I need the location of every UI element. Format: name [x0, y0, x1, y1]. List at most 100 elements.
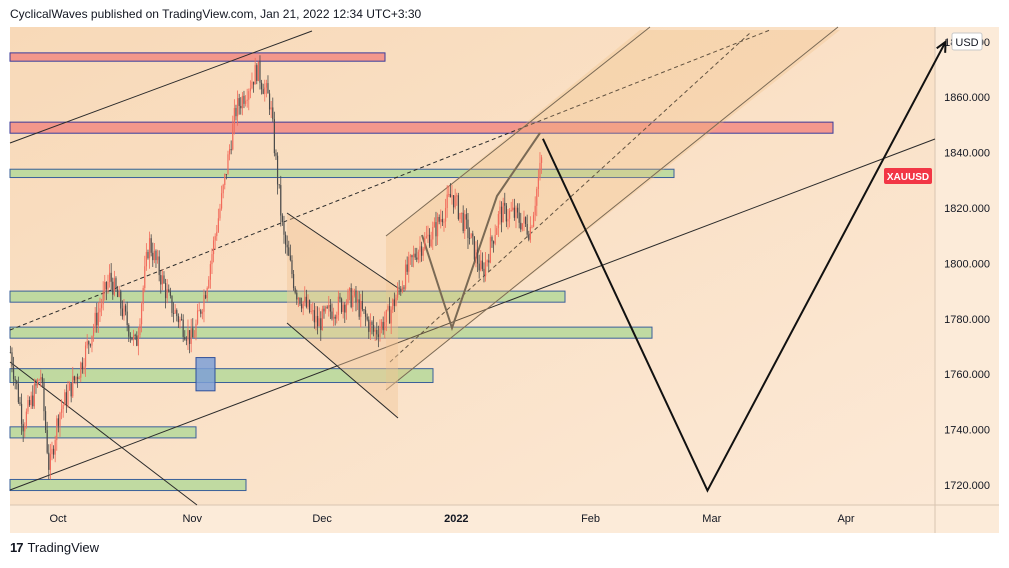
candle — [422, 246, 424, 262]
candle — [420, 241, 423, 262]
candle — [46, 421, 48, 455]
candle — [390, 306, 392, 335]
candle — [436, 212, 439, 245]
candle — [88, 340, 90, 355]
candle — [480, 249, 482, 272]
candle — [209, 260, 211, 289]
candle — [444, 198, 447, 228]
tradingview-brand: TradingView — [27, 540, 100, 555]
candle — [350, 283, 352, 309]
candle — [129, 332, 131, 343]
price-axis-background — [935, 27, 999, 505]
price-tick-label: 1820.000 — [944, 203, 990, 215]
candle — [448, 185, 450, 198]
candle — [248, 88, 250, 111]
candle — [192, 318, 194, 338]
falling-channel-fill — [287, 213, 398, 418]
candle — [200, 308, 202, 318]
candle — [417, 249, 419, 264]
candle — [206, 286, 208, 302]
candle — [265, 79, 267, 98]
candle — [425, 225, 427, 239]
candle — [348, 287, 351, 301]
channel-upper-line — [9, 30, 313, 144]
candle — [51, 441, 53, 461]
candle — [297, 296, 299, 308]
candle — [17, 376, 19, 405]
candle — [504, 192, 506, 215]
green-zone — [9, 326, 653, 339]
currency-label[interactable]: USD — [951, 32, 983, 51]
candle — [360, 293, 362, 328]
candle — [131, 336, 133, 341]
candle — [526, 214, 528, 238]
candle — [163, 271, 165, 285]
candle — [150, 234, 152, 257]
candle — [454, 188, 456, 210]
falling-channel-lower — [286, 322, 399, 419]
candle — [492, 240, 495, 253]
candle — [184, 330, 186, 341]
candle — [372, 316, 375, 337]
candle — [180, 313, 183, 321]
candle — [513, 198, 515, 221]
candle — [156, 249, 159, 264]
candle — [73, 375, 75, 384]
candle — [464, 210, 466, 239]
candle — [185, 336, 187, 346]
candle — [235, 104, 237, 121]
time-tick-label: Nov — [182, 513, 202, 525]
candle — [145, 243, 147, 271]
candle — [428, 228, 431, 248]
candle — [384, 311, 386, 339]
candle — [14, 375, 16, 390]
candle — [366, 313, 368, 322]
candle — [134, 333, 136, 341]
candle — [467, 213, 469, 249]
candle — [339, 292, 341, 303]
candle — [160, 270, 162, 294]
time-tick-label: 2022 — [444, 513, 468, 525]
candle — [380, 319, 383, 334]
candle — [41, 373, 43, 388]
candle — [323, 305, 325, 319]
candle — [22, 419, 24, 443]
candle — [249, 80, 251, 99]
candle — [78, 375, 80, 380]
candle — [393, 292, 395, 312]
candle — [440, 209, 442, 229]
candle — [211, 248, 213, 274]
candle — [43, 378, 45, 421]
candle — [376, 322, 378, 341]
candle — [12, 356, 15, 386]
candle — [233, 99, 235, 135]
candle — [476, 239, 479, 272]
candle — [172, 302, 175, 323]
candle — [344, 302, 346, 324]
candle — [268, 89, 271, 116]
candle — [497, 210, 499, 238]
candle — [337, 290, 339, 321]
candle — [489, 228, 491, 264]
candle — [508, 208, 511, 228]
candle — [424, 232, 426, 251]
candle — [288, 240, 290, 257]
candle — [486, 259, 488, 267]
symbol-badge-text: XAUUSD — [887, 172, 929, 183]
candle — [363, 309, 365, 315]
candle — [49, 443, 51, 480]
green-zone — [9, 290, 566, 303]
candle — [385, 309, 387, 332]
candle — [412, 245, 415, 268]
candle — [56, 415, 58, 451]
candle — [419, 236, 421, 263]
candle — [331, 303, 333, 321]
candle — [128, 323, 130, 342]
candle — [220, 185, 223, 211]
candle — [396, 282, 399, 301]
candle — [238, 93, 240, 115]
candle — [19, 396, 21, 406]
candle — [132, 329, 135, 346]
zigzag-pattern — [421, 132, 541, 332]
